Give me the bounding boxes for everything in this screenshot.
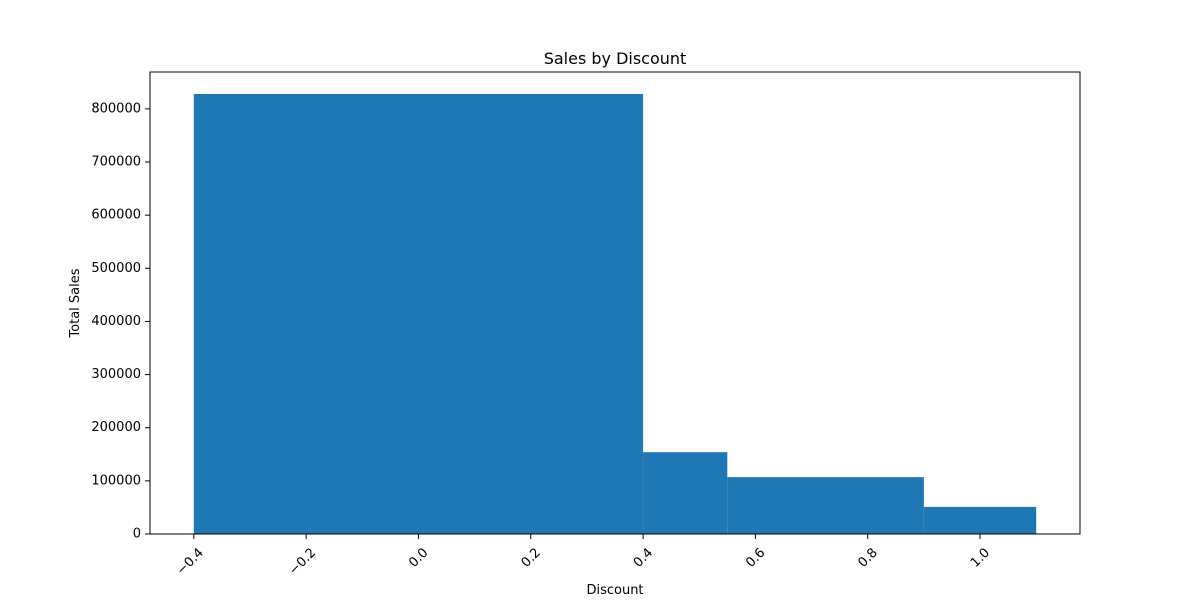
bar-2	[727, 477, 924, 534]
y-axis-label: Total Sales	[68, 268, 83, 338]
bars-group	[193, 94, 1037, 534]
y-tick-label: 700000	[91, 155, 141, 170]
bar-3	[923, 506, 1037, 534]
y-tick-label: 100000	[91, 473, 141, 488]
x-tick-label: −0.4	[174, 545, 207, 578]
plot-frame	[149, 71, 1081, 535]
x-tick-label: 1.0	[968, 545, 993, 570]
y-tick-label: 300000	[91, 367, 141, 382]
y-tick-label: 200000	[91, 420, 141, 435]
x-tick-label: 0.0	[406, 545, 431, 570]
y-axis-ticks: 0 100000 200000 300000 400000 500000 600000 700…	[91, 101, 150, 542]
x-tick-label: −0.2	[286, 545, 319, 578]
y-tick-label: 500000	[91, 261, 141, 276]
x-tick-label: 0.2	[519, 545, 544, 570]
x-tick-label: 0.6	[743, 545, 768, 570]
x-axis-label: Discount	[586, 583, 643, 598]
x-axis-ticks: −0.4 −0.2 0.0 0.2 0.4 0.6 0.8 1.0	[174, 534, 993, 578]
x-tick-label: 0.8	[856, 545, 881, 570]
y-tick-label: 800000	[91, 101, 141, 116]
x-tick-label: 0.4	[631, 545, 656, 570]
chart-title: Sales by Discount	[544, 49, 687, 68]
y-tick-label: 600000	[91, 208, 141, 223]
y-tick-label: 400000	[91, 314, 141, 329]
bar-1	[643, 452, 728, 534]
y-tick-label: 0	[133, 527, 141, 542]
bar-0	[193, 94, 644, 534]
